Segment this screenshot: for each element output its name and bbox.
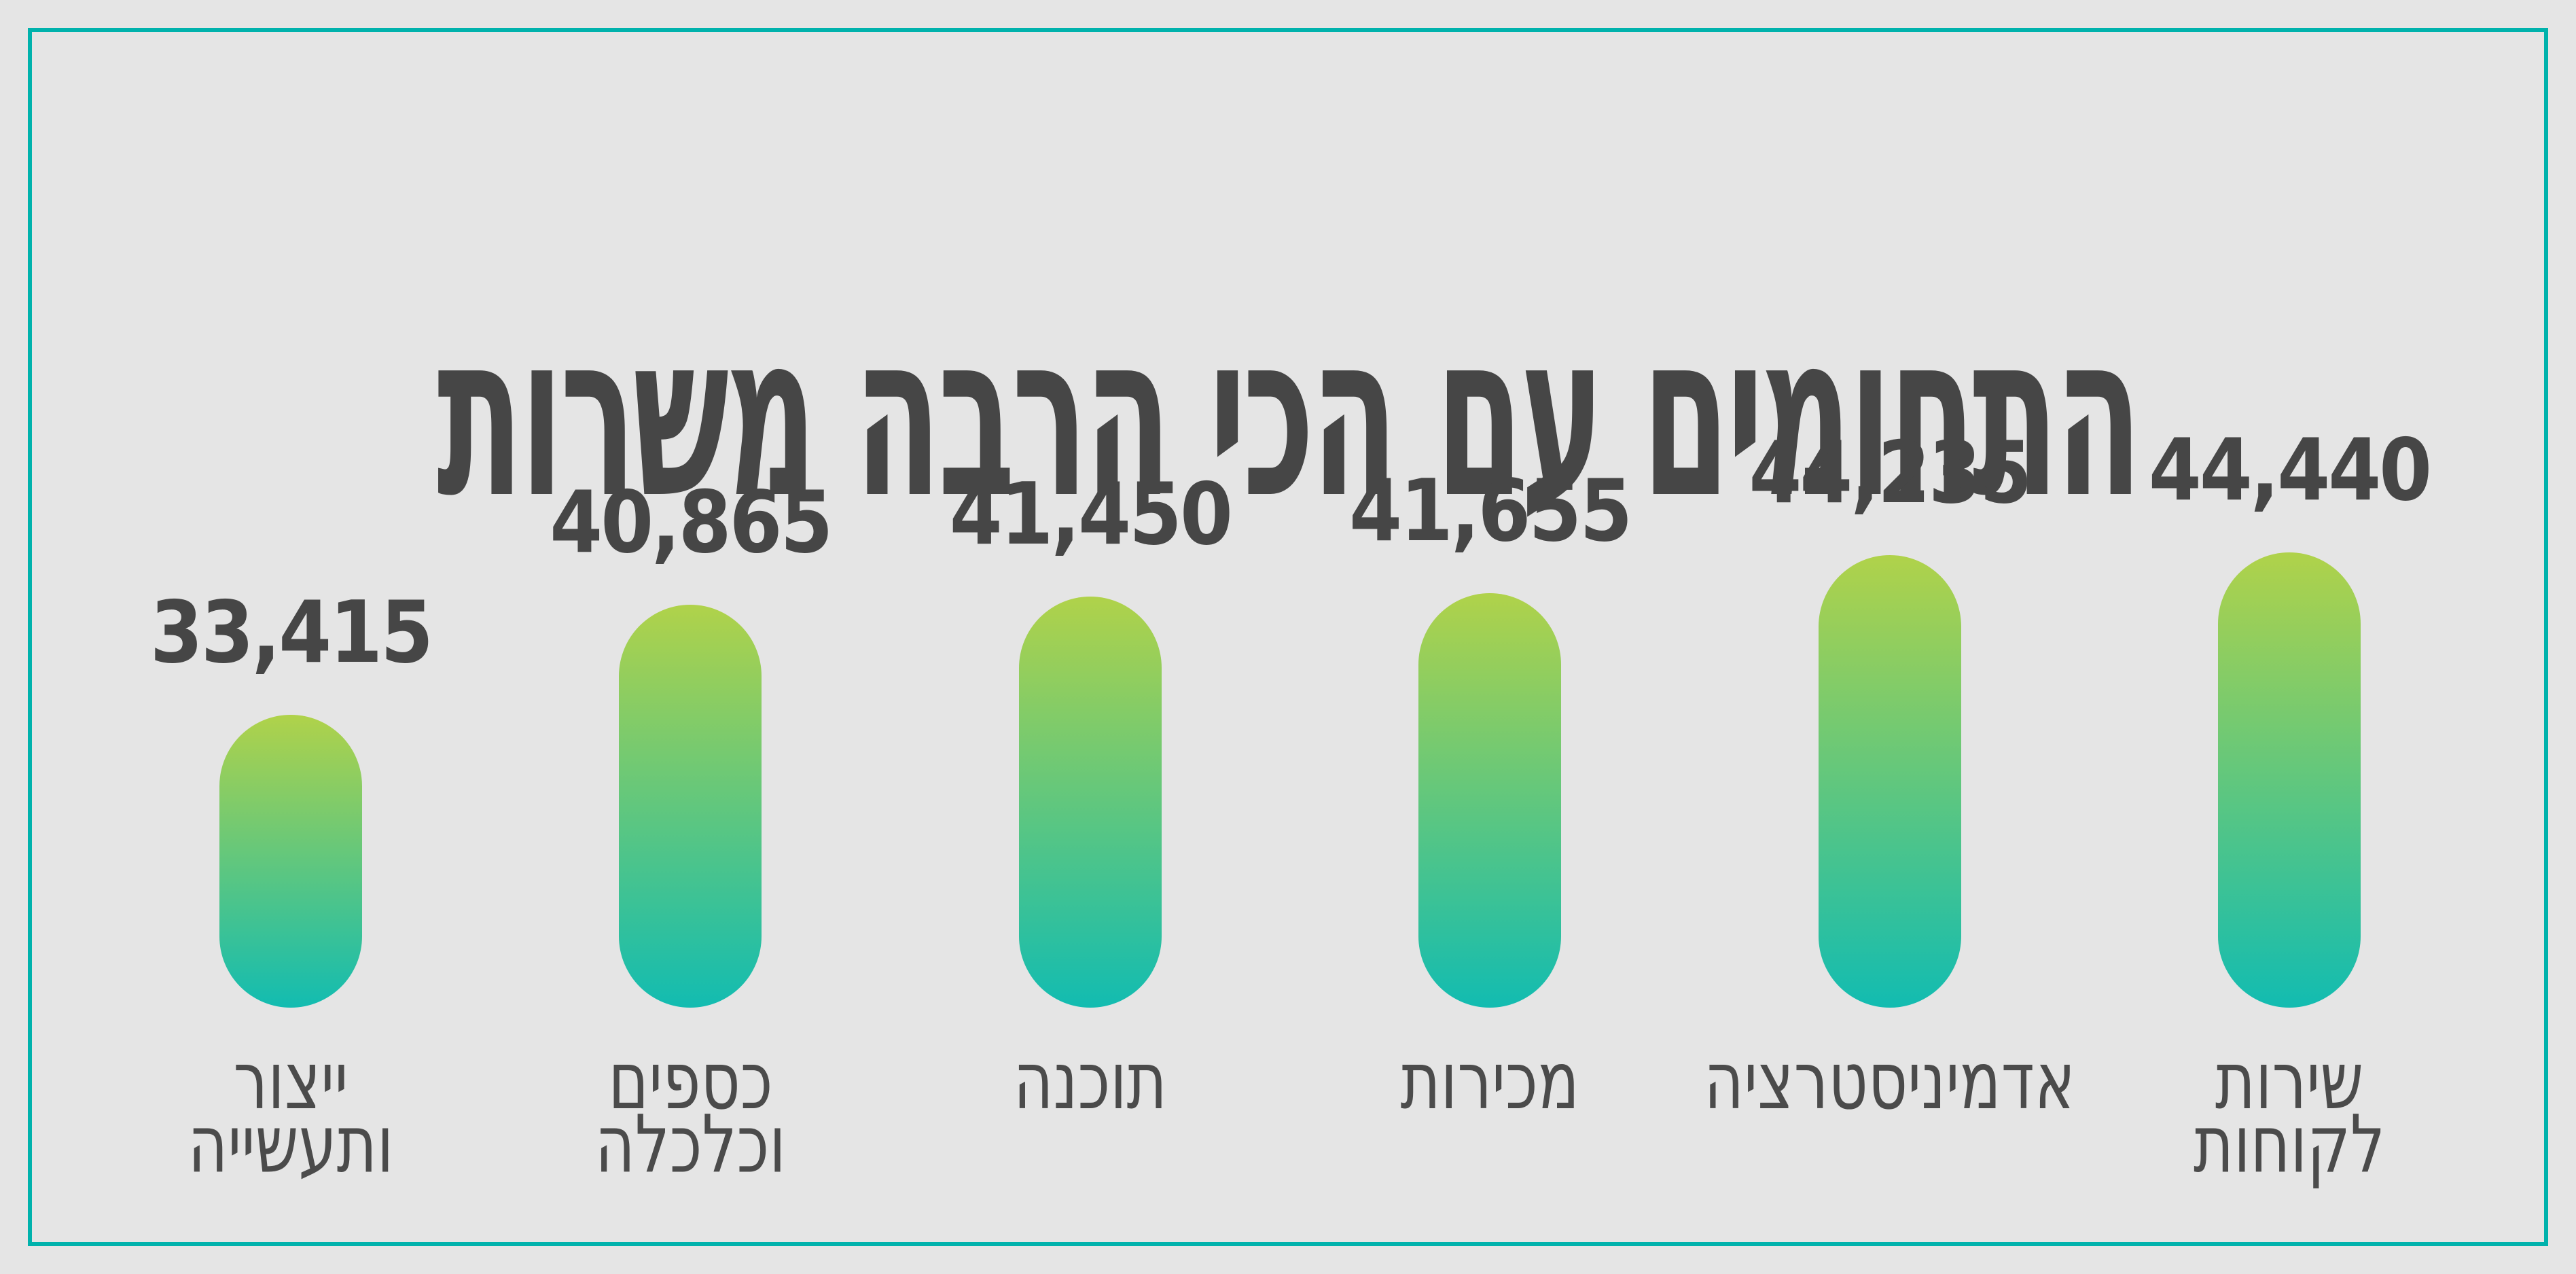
bar-category-label: ייצור ותעשייה bbox=[187, 1034, 394, 1191]
bar-column: 44,235 אדמיניסטרציה bbox=[1690, 0, 2090, 1274]
bar-category-label: מכירות bbox=[1400, 1034, 1579, 1128]
bar-pill bbox=[1418, 593, 1562, 1008]
bar-pill bbox=[1018, 597, 1162, 1008]
bar-column: 33,415 ייצור ותעשייה bbox=[91, 0, 490, 1274]
bar-column: 40,865 כספים וכלכלה bbox=[490, 0, 890, 1274]
bar-value-label: 40,865 bbox=[550, 473, 833, 572]
bar-category-label: אדמיניסטרציה bbox=[1704, 1034, 2075, 1128]
bar-value-label: 44,235 bbox=[1749, 423, 2032, 523]
bar-pill bbox=[1818, 555, 1961, 1008]
bar-value-label: 41,655 bbox=[1349, 461, 1632, 561]
bar-pill bbox=[619, 605, 762, 1008]
bar-value-label: 41,450 bbox=[949, 465, 1233, 564]
bar-pill bbox=[2218, 552, 2361, 1008]
bar-category-label: שירות לקוחות bbox=[2194, 1034, 2385, 1191]
bar-pill bbox=[219, 715, 362, 1008]
bar-category-label: כספים וכלכלה bbox=[594, 1034, 786, 1191]
bar-value-label: 44,440 bbox=[2148, 421, 2432, 520]
bar-category-label: תוכנה bbox=[1013, 1034, 1167, 1128]
bar-column: 41,655 מכירות bbox=[1290, 0, 1689, 1274]
bar-value-label: 33,415 bbox=[149, 583, 433, 682]
chart-title: התחומים עם הכי הרבה משרות bbox=[437, 285, 2142, 548]
bar-column: 41,450 תוכנה bbox=[891, 0, 1290, 1274]
bar-column: 44,440 שירות לקוחות bbox=[2090, 0, 2489, 1274]
